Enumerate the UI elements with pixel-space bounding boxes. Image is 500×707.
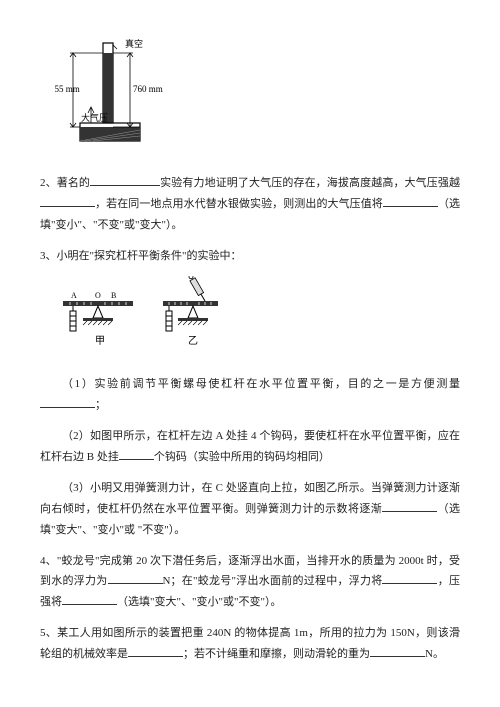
- blank[interactable]: [108, 572, 163, 584]
- blank[interactable]: [128, 645, 183, 657]
- label-760: 760 mm: [133, 84, 163, 94]
- question-3-intro: 3、小明在"探究杠杆平衡条件"的实验中：: [40, 246, 460, 267]
- blank[interactable]: [40, 396, 95, 408]
- blank[interactable]: [40, 195, 95, 207]
- question-4: 4、"蛟龙号"完成第 20 次下潜任务后，逐渐浮出水面，当排开水的质量为 200…: [40, 551, 460, 614]
- blank[interactable]: [90, 174, 160, 186]
- question-2: 2、著名的实验有力地证明了大气压的存在，海拔高度越高，大气压强越，若在同一地点用…: [40, 173, 460, 236]
- question-5: 5、某工人用如图所示的装置把重 240N 的物体提高 1m，所用的拉力为 150…: [40, 623, 460, 665]
- label-755: 755 mm: [55, 84, 80, 94]
- svg-text:A: A: [71, 291, 77, 300]
- vacuum-label: 真空: [125, 38, 143, 49]
- blank[interactable]: [382, 572, 437, 584]
- label-yi: 乙: [188, 335, 198, 347]
- blank[interactable]: [383, 195, 438, 207]
- pressure-label: 大气压: [81, 112, 108, 123]
- question-3-1: （1）实验前调节平衡螺母使杠杆在水平位置平衡，目的之一是方便测量；: [40, 374, 460, 416]
- torricelli-diagram: 真空 755 mm 760 mm 大气压: [55, 35, 460, 158]
- lever-diagram: A O B 甲 乙: [55, 276, 460, 359]
- blank[interactable]: [62, 593, 117, 605]
- blank[interactable]: [382, 500, 437, 512]
- question-3-2: （2）如图甲所示，在杠杆左边 A 处挂 4 个钩码，要使杠杆在水平位置平衡，应在…: [40, 426, 460, 468]
- svg-text:B: B: [111, 291, 116, 300]
- svg-text:O: O: [95, 291, 101, 300]
- blank[interactable]: [119, 448, 154, 460]
- label-jia: 甲: [95, 336, 105, 347]
- blank[interactable]: [370, 645, 425, 657]
- question-3-3: （3）小明又用弹簧测力计，在 C 处竖直向上拉，如图乙所示。当弹簧测力计逐渐向右…: [40, 478, 460, 541]
